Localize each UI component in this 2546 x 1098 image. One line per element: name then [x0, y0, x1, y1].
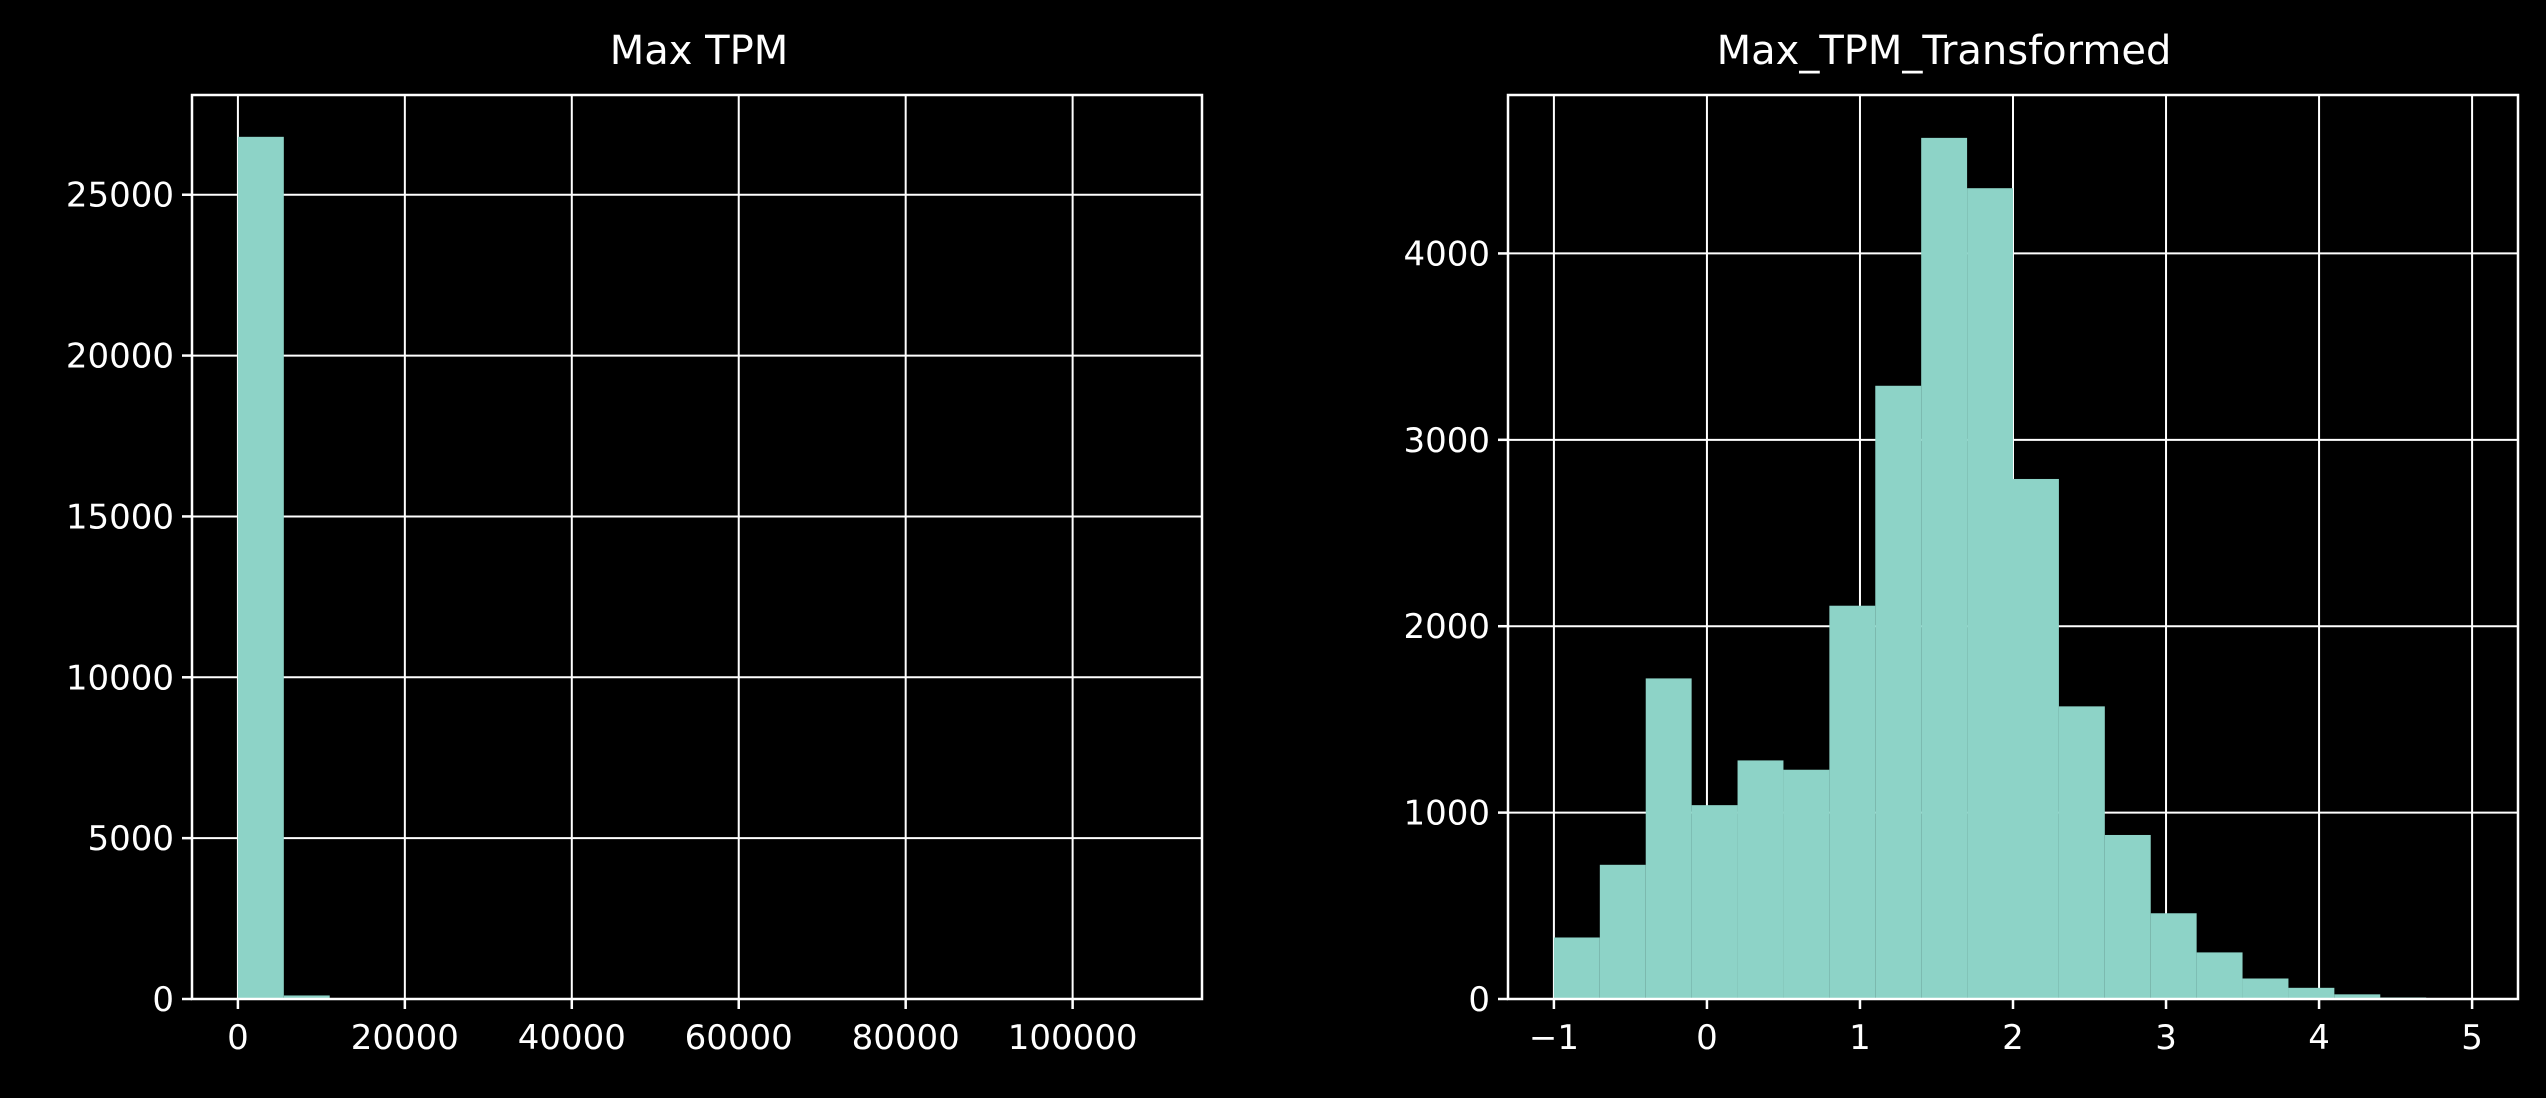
- x-tick-label: 5: [2461, 1018, 2483, 1058]
- ticks: −1 0 1 2 3 4 5 0 1000 2000 3000 4000: [1403, 234, 2482, 1058]
- histogram-bar: [1645, 678, 1692, 999]
- histogram-bar: [1553, 937, 1600, 999]
- histogram-bar: [1691, 805, 1738, 999]
- y-tick-label: 2000: [1403, 607, 1490, 647]
- bars: [237, 136, 1157, 999]
- x-tick-label: 20000: [351, 1018, 459, 1058]
- histogram-bar: [2334, 994, 2381, 999]
- ticks: 0 20000 40000 60000 80000 100000 0 5000 10000 150…: [66, 176, 1138, 1058]
- x-tick-label: 80000: [852, 1018, 960, 1058]
- x-tick-label: 1: [1849, 1018, 1871, 1058]
- histogram-bar: [1967, 188, 2013, 1000]
- y-tick-label: 10000: [66, 658, 174, 698]
- y-tick-label: 3000: [1403, 421, 1490, 461]
- histogram-max-tpm: Max TPM 0 20000 40000 60000 80000 100000 0 5000…: [66, 28, 1204, 1058]
- histogram-bar: [2104, 834, 2151, 999]
- histogram-bar: [1829, 605, 1876, 999]
- bars: [1553, 137, 2473, 1000]
- chart-title: Max_TPM_Transformed: [1717, 28, 2172, 74]
- histogram-bar: [2013, 478, 2059, 999]
- x-tick-label: 0: [1696, 1018, 1718, 1058]
- histogram-bar: [1875, 385, 1922, 1000]
- histogram-bar: [1783, 769, 1830, 999]
- x-tick-label: 0: [227, 1018, 249, 1058]
- histogram-bar: [237, 136, 284, 999]
- x-tick-label: 3: [2155, 1018, 2177, 1058]
- y-tick-label: 1000: [1403, 794, 1490, 834]
- x-tick-label: 40000: [518, 1018, 626, 1058]
- histogram-bar: [2150, 913, 2197, 999]
- y-tick-label: 0: [152, 980, 174, 1020]
- grid: [192, 95, 1202, 1000]
- y-tick-label: 4000: [1403, 234, 1490, 274]
- histogram-bar: [2288, 987, 2335, 999]
- histogram-max-tpm-transformed: Max_TPM_Transformed −1 0 1 2 3 4 5 0 1000 2000 300…: [1403, 28, 2520, 1058]
- y-tick-label: 25000: [66, 176, 174, 216]
- y-tick-label: 20000: [66, 337, 174, 377]
- histogram-bar: [2058, 706, 2105, 999]
- x-tick-label: 60000: [685, 1018, 793, 1058]
- chart-title: Max TPM: [610, 28, 788, 74]
- histogram-bar: [2196, 952, 2243, 999]
- axes-frame: [190, 93, 1204, 1001]
- x-tick-label: 100000: [1008, 1018, 1138, 1058]
- histogram-bar: [1599, 864, 1646, 999]
- histogram-bar: [1921, 137, 1968, 999]
- x-tick-label: 2: [2002, 1018, 2024, 1058]
- x-tick-label: 4: [2308, 1018, 2330, 1058]
- histogram-bar: [283, 995, 330, 999]
- y-tick-label: 0: [1468, 980, 1490, 1020]
- histogram-bar: [2242, 978, 2289, 999]
- y-tick-label: 5000: [87, 819, 174, 859]
- y-tick-label: 15000: [66, 497, 174, 537]
- histogram-bar: [1737, 760, 1784, 999]
- x-tick-label: −1: [1529, 1018, 1579, 1058]
